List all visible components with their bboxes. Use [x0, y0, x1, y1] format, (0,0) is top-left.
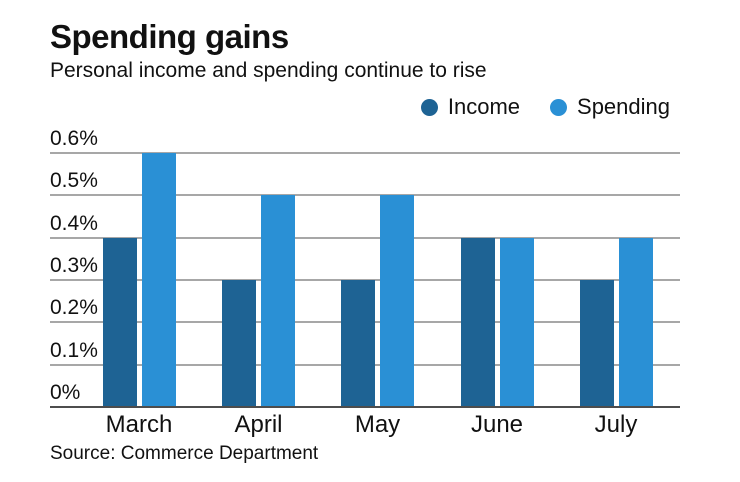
legend-label: Income: [447, 94, 521, 119]
bar-spending-march: [141, 153, 176, 407]
gridline: [50, 152, 680, 154]
y-axis-tick-label: 0.1%: [50, 338, 98, 362]
bar-income-march: [102, 237, 137, 407]
bar-income-april: [222, 280, 256, 407]
x-axis-label-may: May: [354, 411, 401, 438]
bar-income-june: [460, 237, 495, 407]
x-axis-label-april: April: [234, 411, 283, 438]
gridline: [50, 194, 680, 197]
x-axis-label-march: March: [105, 411, 173, 438]
plot-area: 0% 0.1% 0.2% 0.3% 0.4% 0.5% 0.6% March April May J…: [50, 127, 680, 440]
legend: Income Spending: [420, 94, 670, 120]
chart-title: Spending gains: [50, 18, 289, 55]
gridline: [50, 236, 680, 239]
x-axis-label-june: June: [470, 411, 524, 438]
legend-dot-icon: [420, 98, 438, 116]
source-note: Source: Commerce Department: [50, 443, 319, 464]
bar-income-may: [341, 280, 375, 407]
bar-income-july: [579, 280, 614, 407]
y-axis-tick-label: 0%: [50, 381, 81, 404]
legend-label: Spending: [577, 94, 670, 119]
x-axis-label-july: July: [594, 411, 638, 438]
legend-item-income: Income: [420, 94, 521, 120]
legend-dot-icon: [550, 98, 568, 116]
bar-spending-june: [499, 237, 534, 407]
y-axis-tick-label: 0.3%: [50, 254, 98, 277]
bar-spending-may: [380, 195, 414, 407]
y-axis-tick-label: 0.2%: [50, 296, 98, 320]
y-axis-tick-label: 0.5%: [50, 169, 98, 193]
y-axis-tick-label: 0.4%: [50, 211, 98, 235]
bar-spending-april: [261, 195, 295, 407]
legend-item-spending: Spending: [550, 94, 670, 120]
chart-subtitle: Personal income and spending continue to…: [50, 59, 487, 82]
bar-spending-july: [618, 237, 653, 407]
y-axis-tick-label: 0.6%: [50, 127, 98, 150]
x-axis-baseline: [50, 406, 680, 408]
